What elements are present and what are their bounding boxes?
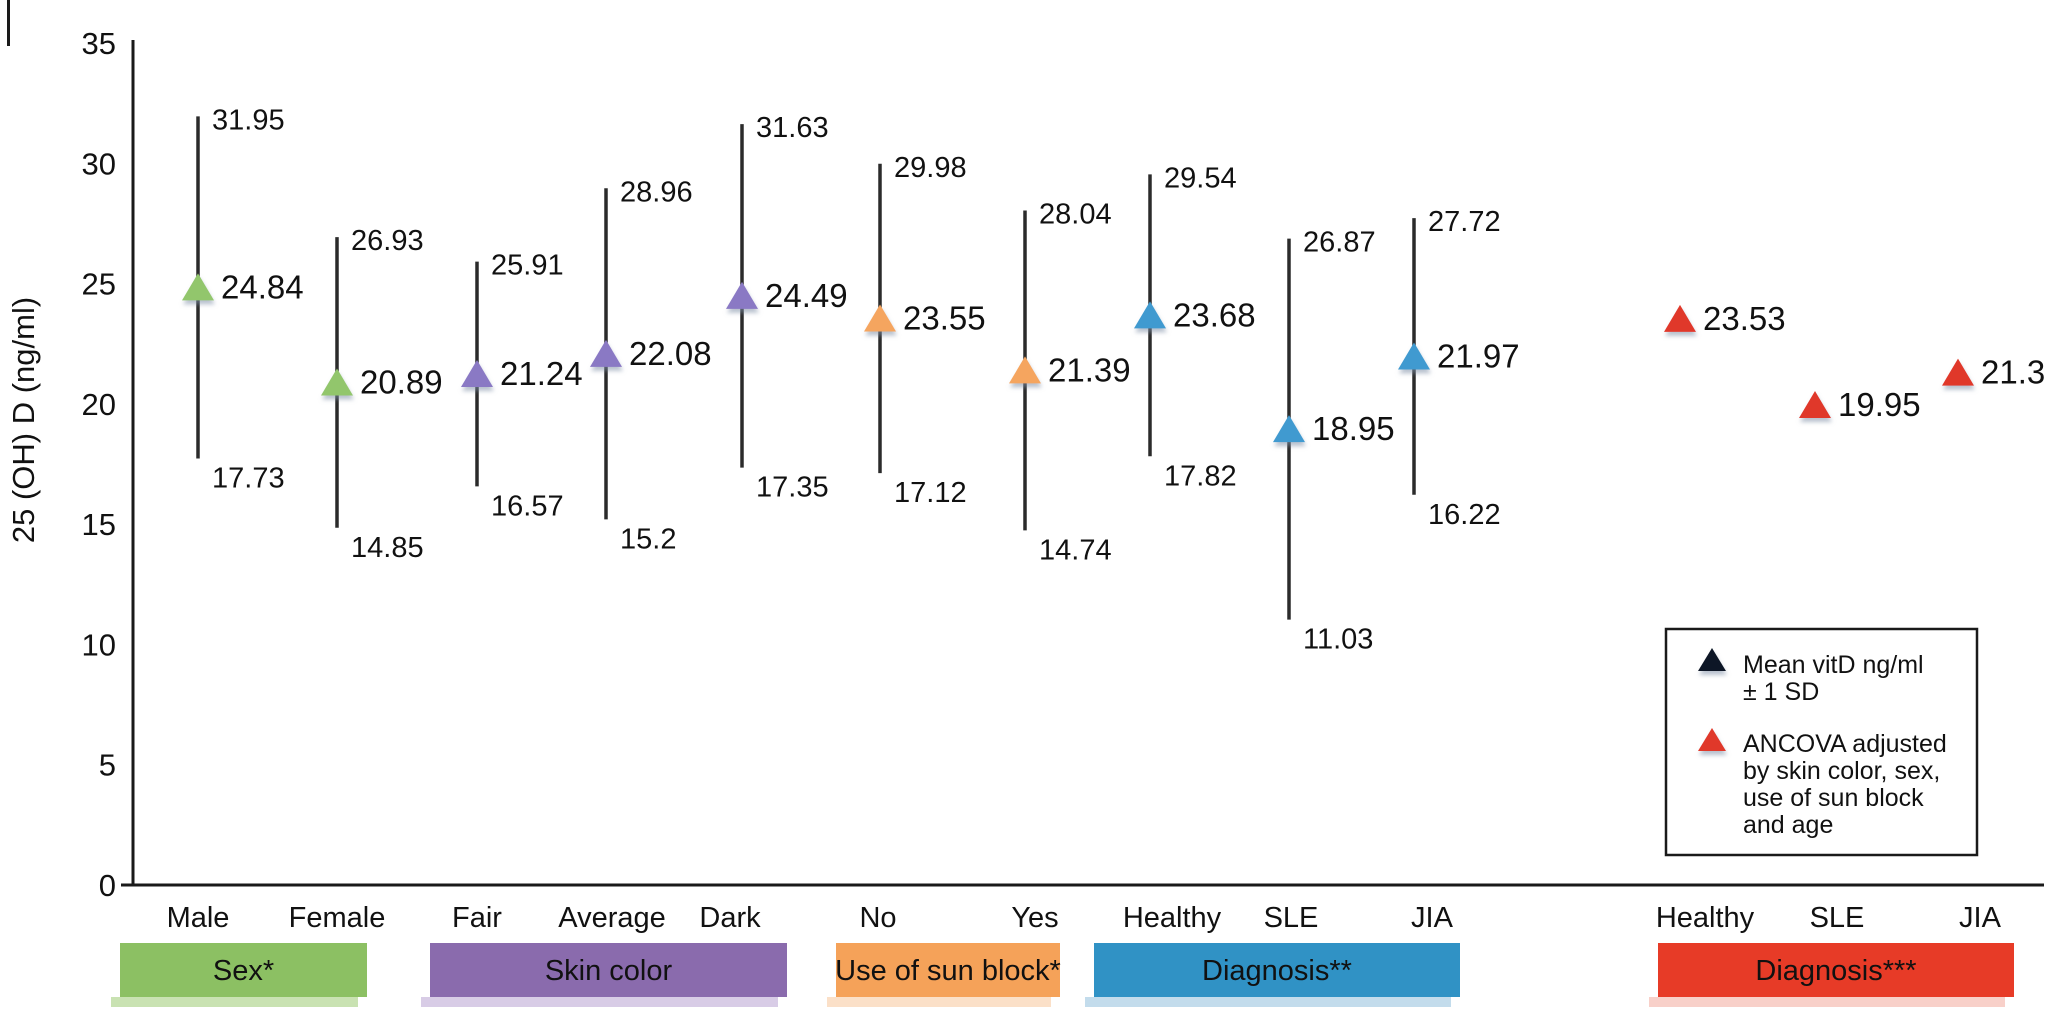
category-label-4-healthy: Healthy	[1656, 902, 1755, 934]
upper-sd-label-3-jia: 27.72	[1428, 206, 1501, 238]
y-tick-label-25: 25	[82, 267, 116, 302]
mean-label-3-sle: 18.95	[1312, 410, 1395, 447]
mean-marker-2-no	[864, 304, 896, 332]
upper-sd-label-2-yes: 28.04	[1039, 198, 1112, 230]
upper-sd-label-2-no: 29.98	[894, 152, 967, 184]
group-band-label-4: Diagnosis***	[1755, 955, 1916, 987]
lower-sd-label-1-fair: 16.57	[491, 490, 564, 522]
mean-label-4-sle: 19.95	[1838, 386, 1921, 423]
mean-label-1-dark: 24.49	[765, 277, 848, 314]
y-tick-label-20: 20	[82, 387, 116, 422]
upper-sd-label-0-male: 31.95	[212, 104, 285, 136]
mean-label-0-male: 24.84	[221, 268, 304, 305]
y-tick-label-15: 15	[82, 507, 116, 542]
group-band-shadow-3	[1085, 997, 1451, 1007]
mean-marker-1-fair	[461, 360, 493, 388]
legend-text-line-1-0: ANCOVA adjusted	[1743, 730, 1947, 758]
category-label-3-healthy: Healthy	[1123, 902, 1222, 934]
mean-marker-1-average	[590, 339, 622, 367]
category-label-2-yes: Yes	[1011, 902, 1058, 934]
upper-sd-label-1-fair: 25.91	[491, 250, 564, 282]
legend-ancova-triangle-icon	[1698, 728, 1726, 751]
legend-mean-triangle-icon	[1698, 648, 1726, 671]
category-label-0-male: Male	[167, 902, 230, 934]
mean-marker-3-jia	[1398, 342, 1430, 370]
y-tick-label-35: 35	[82, 26, 116, 61]
lower-sd-label-0-female: 14.85	[351, 532, 424, 564]
mean-label-0-female: 20.89	[360, 363, 443, 400]
mean-marker-1-dark	[726, 281, 758, 309]
upper-sd-label-1-average: 28.96	[620, 176, 693, 208]
category-label-0-female: Female	[289, 902, 386, 934]
group-band-shadow-0	[111, 997, 358, 1007]
y-tick-label-5: 5	[99, 748, 116, 783]
upper-sd-label-0-female: 26.93	[351, 225, 424, 257]
category-label-2-no: No	[859, 902, 896, 934]
mean-label-2-no: 23.55	[903, 299, 986, 336]
mean-marker-0-female	[321, 368, 353, 396]
category-label-4-sle: SLE	[1810, 902, 1865, 934]
mean-marker-0-male	[182, 273, 214, 301]
category-label-3-sle: SLE	[1264, 902, 1319, 934]
category-label-1-average: Average	[558, 902, 666, 934]
mean-label-4-jia: 21.3	[1981, 354, 2045, 391]
mean-label-2-yes: 21.39	[1048, 351, 1131, 388]
category-label-4-jia: JIA	[1959, 902, 2002, 934]
group-band-0	[120, 943, 367, 997]
mean-marker-3-sle	[1273, 415, 1305, 443]
mean-marker-3-healthy	[1134, 301, 1166, 329]
mean-label-4-healthy: 23.53	[1703, 300, 1786, 337]
lower-sd-label-3-jia: 16.22	[1428, 499, 1501, 531]
group-band-1	[430, 943, 787, 997]
ancova-marker-4-sle	[1799, 391, 1831, 419]
mean-label-1-average: 22.08	[629, 335, 712, 372]
y-axis-title: 25 (OH) D (ng/ml)	[6, 297, 41, 543]
mean-label-1-fair: 21.24	[500, 355, 583, 392]
group-band-3	[1094, 943, 1460, 997]
mean-label-3-jia: 21.97	[1437, 337, 1520, 374]
upper-sd-label-3-healthy: 29.54	[1164, 162, 1237, 194]
group-band-4	[1658, 943, 2014, 997]
lower-sd-label-0-male: 17.73	[212, 462, 285, 494]
lower-sd-label-3-healthy: 17.82	[1164, 460, 1237, 492]
y-tick-label-30: 30	[82, 146, 116, 181]
upper-sd-label-3-sle: 26.87	[1303, 227, 1376, 259]
upper-sd-label-1-dark: 31.63	[756, 112, 829, 144]
group-band-shadow-4	[1649, 997, 2005, 1007]
y-tick-label-10: 10	[82, 627, 116, 662]
y-tick-label-0: 0	[99, 868, 116, 903]
mean-label-3-healthy: 23.68	[1173, 296, 1256, 333]
lower-sd-label-2-no: 17.12	[894, 477, 967, 509]
mean-marker-2-yes	[1009, 356, 1041, 384]
lower-sd-label-1-dark: 17.35	[756, 472, 829, 504]
category-label-3-jia: JIA	[1411, 902, 1454, 934]
legend-text-line-1-2: use of sun block	[1743, 784, 1924, 812]
group-band-label-1: Skin color	[545, 955, 673, 987]
group-band-label-0: Sex*	[213, 955, 274, 987]
group-band-label-2: Use of sun block*	[835, 955, 1061, 987]
lower-sd-label-3-sle: 11.03	[1303, 624, 1373, 656]
ancova-marker-4-jia	[1942, 358, 1974, 386]
category-label-1-fair: Fair	[452, 902, 502, 934]
scan-artifact-mark	[7, 0, 10, 46]
legend-text-line-0-1: ± 1 SD	[1743, 678, 1819, 706]
legend-text-line-0-0: Mean vitD ng/ml	[1743, 651, 1924, 679]
category-label-1-dark: Dark	[699, 902, 761, 934]
group-band-shadow-2	[827, 997, 1051, 1007]
group-band-shadow-1	[421, 997, 778, 1007]
lower-sd-label-1-average: 15.2	[620, 523, 676, 555]
group-band-label-3: Diagnosis**	[1202, 955, 1352, 987]
lower-sd-label-2-yes: 14.74	[1039, 534, 1112, 566]
ancova-marker-4-healthy	[1664, 304, 1696, 332]
legend-text-line-1-1: by skin color, sex,	[1743, 757, 1940, 785]
legend-text-line-1-3: and age	[1743, 811, 1833, 839]
group-band-2	[836, 943, 1060, 997]
